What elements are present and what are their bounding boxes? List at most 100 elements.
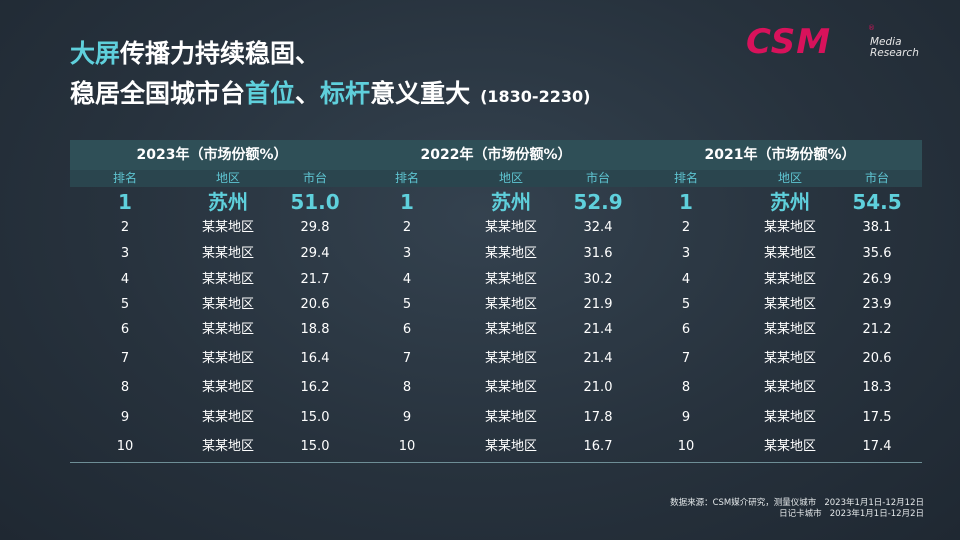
region-cell: 某某地区 [201,380,254,395]
rank-cell: 8 [681,380,691,395]
title-separator: 、 [295,79,321,108]
rank-cell: 7 [120,351,130,366]
region-cell: 某某地区 [763,272,816,287]
region-cell: 某某地区 [763,410,816,425]
rank-cell: 1 [679,190,693,214]
year-header: 2023年（市场份额%） [136,147,288,163]
share-cell: 38.1 [862,220,892,235]
region-cell: 某某地区 [763,351,816,366]
share-cell: 35.6 [862,246,892,261]
column-header: 市台 [864,171,889,185]
year-header: 2022年（市场份额%） [420,147,572,163]
logo-line-research: Research [870,47,919,59]
region-cell: 某某地区 [201,220,254,235]
share-cell: 21.7 [300,272,330,287]
column-header: 市台 [302,171,327,185]
share-cell: 21.9 [583,297,613,312]
column-header: 排名 [112,171,137,185]
share-cell: 21.2 [862,322,892,337]
rank-cell: 3 [120,246,130,261]
share-cell: 51.0 [290,190,340,214]
rank-cell: 4 [120,272,130,287]
column-header: 排名 [394,171,419,185]
column-header: 市台 [585,171,610,185]
region-cell: 某某地区 [763,322,816,337]
data-source-note: 数据来源：CSM媒介研究，测量仪城市 2023年1月1日-12月12日 日记卡城… [670,498,924,520]
share-cell: 17.5 [862,410,892,425]
table-row: 5 某某地区 20.6 5 某某地区 21.9 5 某某地区 23.9 [70,295,922,315]
market-share-table: 2023年（市场份额%） 2022年（市场份额%） 2021年（市场份额%） 排名 地… [70,140,922,463]
region-cell: 某某地区 [201,351,254,366]
region-cell: 某某地区 [201,410,254,425]
csm-logo-text: CSM [746,22,832,62]
rank-cell: 5 [681,297,691,312]
rank-cell: 6 [120,322,130,337]
rank-cell: 8 [120,380,130,395]
share-cell: 29.8 [300,220,330,235]
region-cell: 某某地区 [763,246,816,261]
table-row: 6 某某地区 18.8 6 某某地区 21.4 6 某某地区 21.2 [70,320,922,340]
share-cell: 21.0 [583,380,613,395]
rank-cell: 6 [681,322,691,337]
table-row: 2 某某地区 29.8 2 某某地区 32.4 2 某某地区 38.1 [70,218,922,238]
column-header: 排名 [673,171,698,185]
share-cell: 23.9 [862,297,892,312]
region-cell: 苏州 [208,190,248,214]
region-cell: 某某地区 [484,220,537,235]
title-line-2-part1: 稳居全国城市台 [70,79,246,108]
region-cell: 某某地区 [484,246,537,261]
rank-cell: 4 [402,272,412,287]
region-cell: 某某地区 [201,439,254,454]
logo-line-media: Media [870,36,902,48]
region-cell: 某某地区 [484,322,537,337]
region-cell: 某某地区 [201,297,254,312]
rank-cell: 10 [398,439,416,454]
rank-cell: 9 [402,410,412,425]
table-row: 4 某某地区 21.7 4 某某地区 30.2 4 某某地区 26.9 [70,270,922,290]
time-range: (1830-2230) [480,87,591,106]
title-highlight-benchmark: 标杆 [320,79,371,108]
table-row: 7 某某地区 16.4 7 某某地区 21.4 7 某某地区 20.6 [70,349,922,369]
share-cell: 54.5 [852,190,902,214]
share-cell: 16.4 [300,351,330,366]
column-header-row: 排名 地区 市台 排名 地区 市台 排名 地区 市台 [70,170,922,187]
title-highlight-big-screen: 大屏 [70,39,121,68]
table-row: 10 某某地区 15.0 10 某某地区 16.7 10 某某地区 17.4 [70,437,922,457]
rank-cell: 9 [120,410,130,425]
table-row: 9 某某地区 15.0 9 某某地区 17.8 9 某某地区 17.5 [70,408,922,428]
source-line-2: 日记卡城市 2023年1月1日-12月2日 [779,509,924,519]
share-cell: 17.4 [862,439,892,454]
table-row: 3 某某地区 29.4 3 某某地区 31.6 3 某某地区 35.6 [70,244,922,264]
share-cell: 16.7 [583,439,613,454]
column-header: 地区 [498,171,523,185]
share-cell: 18.8 [300,322,330,337]
region-cell: 某某地区 [763,297,816,312]
share-cell: 15.0 [300,439,330,454]
share-cell: 52.9 [573,190,623,214]
rank-cell: 2 [402,220,412,235]
rank-cell: 10 [677,439,695,454]
csm-logo: CSM ® Media Research [746,22,932,66]
rank-cell: 1 [118,190,132,214]
share-cell: 20.6 [300,297,330,312]
share-cell: 15.0 [300,410,330,425]
share-cell: 31.6 [583,246,613,261]
year-header: 2021年（市场份额%） [704,147,856,163]
registered-mark: ® [868,24,875,32]
share-cell: 18.3 [862,380,892,395]
rank-cell: 2 [120,220,130,235]
share-cell: 20.6 [862,351,892,366]
page-title: 大屏传播力持续稳固、 稳居全国城市台首位、标杆意义重大 (1830-2230) [70,34,590,117]
region-cell: 某某地区 [484,380,537,395]
title-line-1: 大屏传播力持续稳固、 [70,34,590,74]
title-highlight-first: 首位 [245,79,296,108]
share-cell: 29.4 [300,246,330,261]
region-cell: 苏州 [770,190,810,214]
rank-cell: 4 [681,272,691,287]
rank-cell: 7 [402,351,412,366]
share-cell: 17.8 [583,410,613,425]
region-cell: 苏州 [491,190,531,214]
region-cell: 某某地区 [484,439,537,454]
rank-cell: 8 [402,380,412,395]
share-cell: 30.2 [583,272,613,287]
